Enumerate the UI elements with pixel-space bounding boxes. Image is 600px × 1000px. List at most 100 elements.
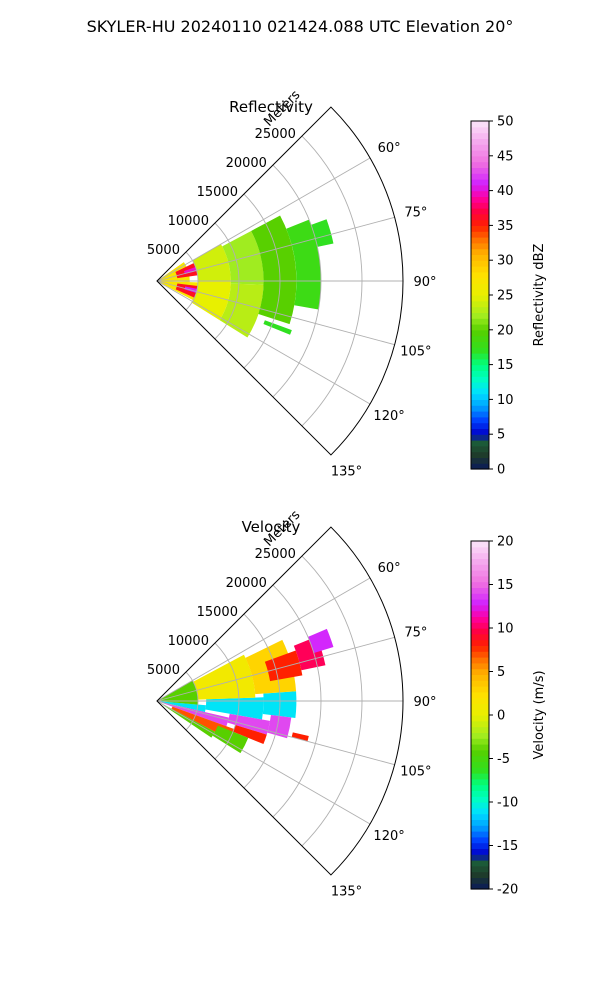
colorbar-segment <box>471 778 489 786</box>
field-cell <box>219 283 264 338</box>
colorbar: -20 -15 -10 -5 0 5 10 15 20 Velocity (m/s) <box>470 535 547 898</box>
field-cell <box>286 219 322 310</box>
colorbar-segment <box>471 393 489 400</box>
colorbar-segment <box>471 289 489 296</box>
colorbar-segment <box>471 179 489 186</box>
grid <box>156 555 403 847</box>
sector-outline <box>156 106 404 456</box>
r-tick-label: 15000 <box>197 185 238 200</box>
field-cell <box>205 697 264 720</box>
r-tick-label: 5000 <box>147 663 180 678</box>
colorbar-segment <box>471 411 489 418</box>
field-cell <box>264 650 303 682</box>
colorbar-segment <box>471 399 489 406</box>
theta-tick-label: 60° <box>378 141 401 156</box>
r-tick-label: 10000 <box>168 634 209 649</box>
field-cell <box>227 713 271 735</box>
r-tick-label: 15000 <box>197 605 238 620</box>
colorbar-segment <box>471 825 489 832</box>
r-tick-label: 5000 <box>147 243 180 258</box>
r-tick-label: 10000 <box>168 214 209 229</box>
data-field <box>157 215 334 338</box>
colorbar-segment <box>471 639 489 646</box>
colorbar-segment <box>471 761 489 768</box>
colorbar-segment <box>471 382 489 389</box>
colorbar-segment <box>471 329 489 337</box>
colorbar-segment <box>471 416 489 424</box>
colorbar-segment <box>471 697 489 704</box>
data-field <box>157 628 334 754</box>
theta-tick-label: 75° <box>404 206 427 221</box>
colorbar-tick-label: 0 <box>497 709 505 724</box>
grid-spoke <box>156 700 371 825</box>
colorbar-segment <box>471 807 489 815</box>
colorbar-label: Velocity (m/s) <box>532 670 547 759</box>
colorbar-segment <box>471 376 489 383</box>
colorbar-segment <box>471 749 489 757</box>
panel-title: Reflectivity <box>229 98 313 116</box>
theta-tick-label: 75° <box>404 626 427 641</box>
colorbar-segment <box>471 581 489 588</box>
panel-reflectivity: Reflectivity500010000150002000025000Mete… <box>147 88 547 480</box>
theta-tick-label: 90° <box>413 695 436 710</box>
grid-spoke <box>156 157 371 282</box>
theta-tick-label: 60° <box>378 561 401 576</box>
colorbar-segment <box>471 744 489 751</box>
colorbar-segment <box>471 865 489 873</box>
field-cell <box>193 654 256 700</box>
colorbar-segment <box>471 877 489 884</box>
colorbar-segment <box>471 802 489 809</box>
colorbar-tick-label: 5 <box>497 665 505 680</box>
colorbar: 0 5 10 15 20 25 30 35 40 45 50 Reflectivity dBZ <box>470 115 547 478</box>
colorbar-segment <box>471 155 489 163</box>
colorbar-segment <box>471 848 489 855</box>
colorbar-segment <box>471 720 489 728</box>
colorbar-segment <box>471 167 489 174</box>
colorbar-segment <box>471 358 489 366</box>
colorbar-tick-label: 35 <box>497 219 514 234</box>
colorbar-segment <box>471 860 489 867</box>
field-cell <box>311 219 334 247</box>
colorbar-segment <box>471 387 489 395</box>
colorbar-segment <box>471 599 489 606</box>
colorbar-tick-label: 25 <box>497 289 514 304</box>
colorbar-segment <box>471 645 489 652</box>
colorbar-segment <box>471 651 489 658</box>
colorbar-segment <box>471 558 489 565</box>
colorbar-segment <box>471 451 489 458</box>
grid-spoke <box>156 636 395 702</box>
colorbar-segment <box>471 300 489 308</box>
colorbar-segment <box>471 732 489 739</box>
colorbar-tick-label: 0 <box>497 463 505 478</box>
colorbar-segment <box>471 126 489 134</box>
colorbar-segment <box>471 674 489 681</box>
colorbar-segment <box>471 150 489 157</box>
figure-title: SKYLER-HU 20240110 021424.088 UTC Elevat… <box>87 17 514 36</box>
colorbar-segment <box>471 836 489 844</box>
theta-tick-label: 105° <box>400 764 431 779</box>
colorbar-tick-label: 50 <box>497 115 514 130</box>
colorbar-segment <box>471 575 489 583</box>
radar-panels: Reflectivity500010000150002000025000Mete… <box>147 88 547 900</box>
colorbar-segment <box>471 422 489 429</box>
theta-tick-label: 90° <box>413 275 436 290</box>
colorbar-segment <box>471 132 489 139</box>
colorbar-segment <box>471 440 489 447</box>
colorbar-segment <box>471 854 489 861</box>
panel-title: Velocity <box>242 518 301 536</box>
colorbar-tick-label: 20 <box>497 323 514 338</box>
grid-spoke <box>156 577 371 702</box>
grid <box>156 135 403 427</box>
colorbar-segment <box>471 686 489 693</box>
colorbar-tick-label: 30 <box>497 254 514 269</box>
theta-tick-label: 135° <box>331 885 362 900</box>
colorbar-segment <box>471 610 489 617</box>
field-cell <box>263 320 292 335</box>
colorbar-tick-label: 20 <box>497 535 514 550</box>
colorbar-segment <box>471 260 489 267</box>
colorbar-segment <box>471 842 489 849</box>
r-tick-label: 20000 <box>226 576 267 591</box>
colorbar-segment <box>471 202 489 209</box>
theta-tick-label: 135° <box>331 465 362 480</box>
colorbar-segment <box>471 231 489 238</box>
